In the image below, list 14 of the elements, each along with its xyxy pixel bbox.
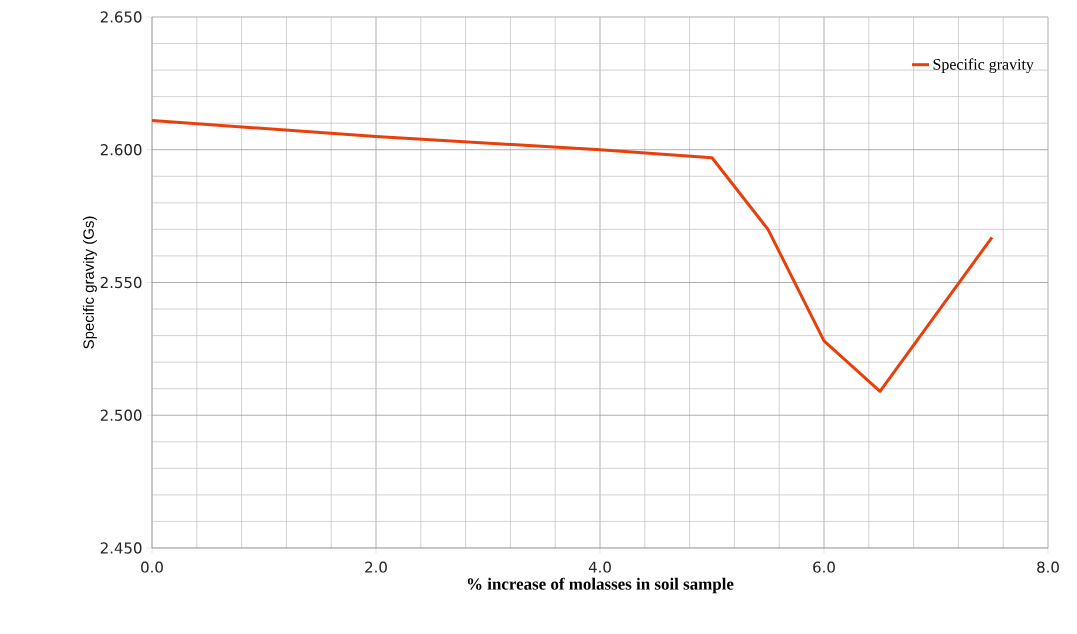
line-series: [152, 119, 994, 393]
y-tick-label: 2.650: [100, 11, 142, 23]
x-tick-label: 6.0: [813, 561, 835, 573]
y-tick-label: 2.600: [100, 144, 142, 156]
x-tick-label: 8.0: [1037, 561, 1059, 573]
x-tick-label: 4.0: [588, 561, 611, 573]
x-tick-label: 0.0: [141, 561, 163, 573]
legend-label: Specific gravity: [933, 58, 1034, 73]
x-axis-title: % increase of molasses in soil sample: [467, 577, 734, 594]
y-tick-label: 2.550: [100, 276, 142, 289]
y-axis-title: Specific gravity (Gs): [82, 216, 97, 349]
x-tick-label: 2.0: [365, 561, 387, 573]
y-tick-label: 2.500: [100, 409, 142, 421]
y-tick-label: 2.450: [100, 542, 142, 554]
